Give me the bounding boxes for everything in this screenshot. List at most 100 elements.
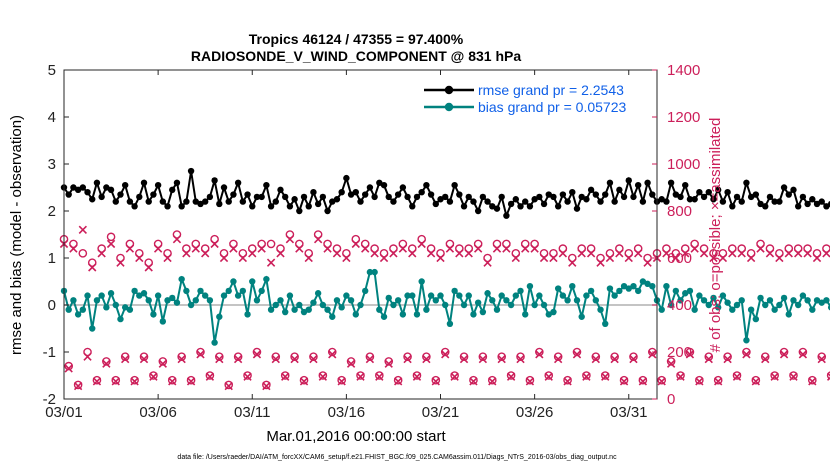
bias-point [649, 283, 656, 290]
bias-point [747, 306, 755, 313]
axis-ticks: 03/01 03/06 03/11 03/16 03/21 03/26 03/31 -2 -1 0… [43, 62, 701, 421]
obs-assimilated-point [106, 239, 116, 249]
obs-possible-point [422, 352, 431, 362]
obs-possible-point [384, 357, 394, 366]
rmse-point [249, 203, 256, 210]
y-tick-label-right: 800 [667, 203, 692, 220]
obs-assimilated-point [210, 239, 219, 249]
obs-possible-point [149, 371, 158, 380]
obs-possible-point [92, 375, 102, 385]
obs-possible-point [582, 371, 591, 380]
obs-assimilated-point [116, 258, 125, 267]
rmse-point [272, 198, 279, 205]
bias-point [187, 301, 195, 309]
obs-assimilated-point [186, 377, 196, 386]
rmse-point [136, 193, 143, 201]
legend-rmse-marker [444, 85, 454, 95]
obs-assimilated-point [478, 354, 488, 364]
obs-assimilated-point [704, 354, 713, 364]
obs-assimilated-point [817, 354, 826, 364]
obs-possible-point [158, 357, 168, 366]
obs-possible-point [346, 357, 356, 366]
rmse-point [733, 193, 741, 201]
rmse-point [460, 203, 468, 210]
obs-assimilated-point [676, 372, 685, 381]
obs-possible-point [553, 352, 563, 362]
rmse-point [366, 184, 374, 191]
bias-point [559, 292, 567, 299]
x-tick-label: 03/11 [234, 404, 270, 421]
obs-possible-point [450, 371, 459, 380]
obs-assimilated-point [582, 372, 591, 381]
rmse-point [154, 181, 162, 189]
rmse-point [677, 193, 684, 201]
bias-point [258, 287, 265, 295]
footnote: data file: /Users/raeder/DAI/ATM_forcXX/… [177, 454, 617, 461]
obs-possible-point [196, 347, 205, 357]
obs-possible-point [826, 371, 830, 380]
obs-assimilated-point [714, 377, 723, 386]
obs-possible-point [130, 375, 139, 385]
obs-assimilated-point [596, 258, 605, 267]
obs-assimilated-point [629, 354, 638, 364]
obs-possible-point [167, 375, 177, 385]
rmse-point [357, 198, 364, 205]
obs-assimilated-point [826, 372, 830, 381]
obs-assimilated-point [521, 244, 530, 253]
bias-point [446, 320, 454, 327]
obs-assimilated-point [591, 354, 600, 364]
bias-point [272, 301, 279, 309]
rmse-point [554, 203, 562, 210]
bias-point [729, 306, 736, 313]
obs-assimilated-point [172, 235, 182, 244]
x-tick-label: 03/16 [328, 404, 366, 421]
rmse-point [667, 179, 675, 186]
rmse-point [206, 193, 214, 201]
y-tick-label-left: -1 [43, 344, 56, 361]
bias-point [65, 306, 72, 313]
obs-assimilated-point [662, 249, 671, 258]
obs-assimilated-point [64, 364, 73, 373]
bias-point [324, 306, 331, 313]
obs-possible-point [262, 380, 271, 390]
rmse-point [380, 181, 388, 189]
bias-point [757, 294, 764, 302]
rmse-point [244, 191, 251, 198]
bias-point [667, 301, 675, 309]
obs-assimilated-point [262, 381, 271, 391]
x-tick-label: 03/31 [610, 404, 648, 421]
obs-assimilated-point [201, 249, 210, 258]
y-tick-label-left: 0 [48, 297, 56, 314]
rmse-point [714, 186, 722, 194]
rmse-point [362, 191, 369, 198]
bias-point [827, 304, 830, 311]
obs-possible-point [732, 371, 742, 380]
rmse-point [333, 196, 341, 203]
rmse-point [597, 198, 604, 205]
rmse-point [79, 184, 87, 191]
obs-possible-point [271, 352, 281, 362]
bias-point [74, 311, 82, 318]
obs-assimilated-point [403, 354, 412, 364]
rmse-point [201, 198, 209, 205]
bias-point [249, 278, 256, 285]
bias-point [314, 290, 322, 297]
rmse-point [507, 200, 515, 208]
bias-point [343, 292, 350, 299]
rmse-point [479, 193, 487, 201]
rmse-point [771, 198, 778, 205]
obs-assimilated-point [516, 354, 525, 364]
obs-assimilated-point [492, 244, 502, 253]
bias-point [333, 297, 341, 304]
rmse-point [121, 181, 129, 189]
obs-possible-point [742, 347, 751, 357]
rmse-point [150, 191, 157, 198]
obs-possible-point [535, 347, 544, 357]
bias-point [437, 292, 444, 299]
obs-assimilated-point [97, 249, 106, 258]
bias-point [752, 315, 760, 323]
bias-point [587, 287, 595, 295]
obs-assimilated-point [436, 253, 445, 263]
bias-point [493, 306, 501, 313]
rmse-point [606, 179, 614, 186]
